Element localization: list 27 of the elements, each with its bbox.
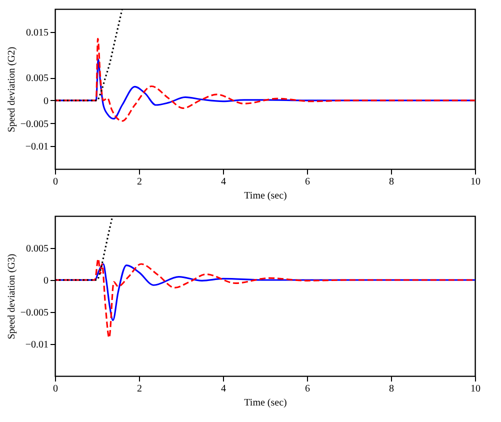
x-tick-label: 4 bbox=[221, 384, 226, 394]
y-tick-label: −0.01 bbox=[25, 340, 48, 350]
y-tick-label: −0.005 bbox=[20, 118, 48, 130]
x-tick-label: 8 bbox=[389, 176, 394, 188]
y-tick-label: 0.015 bbox=[26, 27, 48, 38]
x-axis-title: Time (sec) bbox=[244, 190, 287, 202]
y-tick-label: 0.005 bbox=[26, 73, 48, 84]
y-axis-title: Speed deviation (G3) bbox=[6, 254, 18, 340]
y-axis-title: Speed deviation (G2) bbox=[6, 46, 18, 132]
y-tick-label: 0.005 bbox=[26, 244, 48, 254]
x-tick-label: 0 bbox=[53, 176, 58, 188]
y-tick-label: −0.005 bbox=[20, 308, 48, 318]
x-tick-label: 2 bbox=[137, 176, 142, 188]
x-tick-label: 10 bbox=[470, 384, 480, 394]
x-tick-label: 0 bbox=[53, 384, 58, 394]
x-tick-label: 8 bbox=[389, 384, 394, 394]
line-series bbox=[55, 38, 475, 122]
x-axis-title: Time (sec) bbox=[244, 398, 287, 408]
y-tick-label: 0 bbox=[44, 96, 48, 107]
x-tick-label: 6 bbox=[305, 384, 310, 394]
line-series bbox=[55, 258, 475, 338]
x-tick-label: 6 bbox=[305, 176, 310, 188]
y-tick-label: 0 bbox=[44, 276, 48, 286]
x-tick-label: 10 bbox=[470, 176, 480, 188]
x-tick-label: 4 bbox=[221, 176, 226, 188]
y-tick-label: −0.01 bbox=[25, 142, 48, 153]
x-tick-label: 2 bbox=[137, 384, 142, 394]
